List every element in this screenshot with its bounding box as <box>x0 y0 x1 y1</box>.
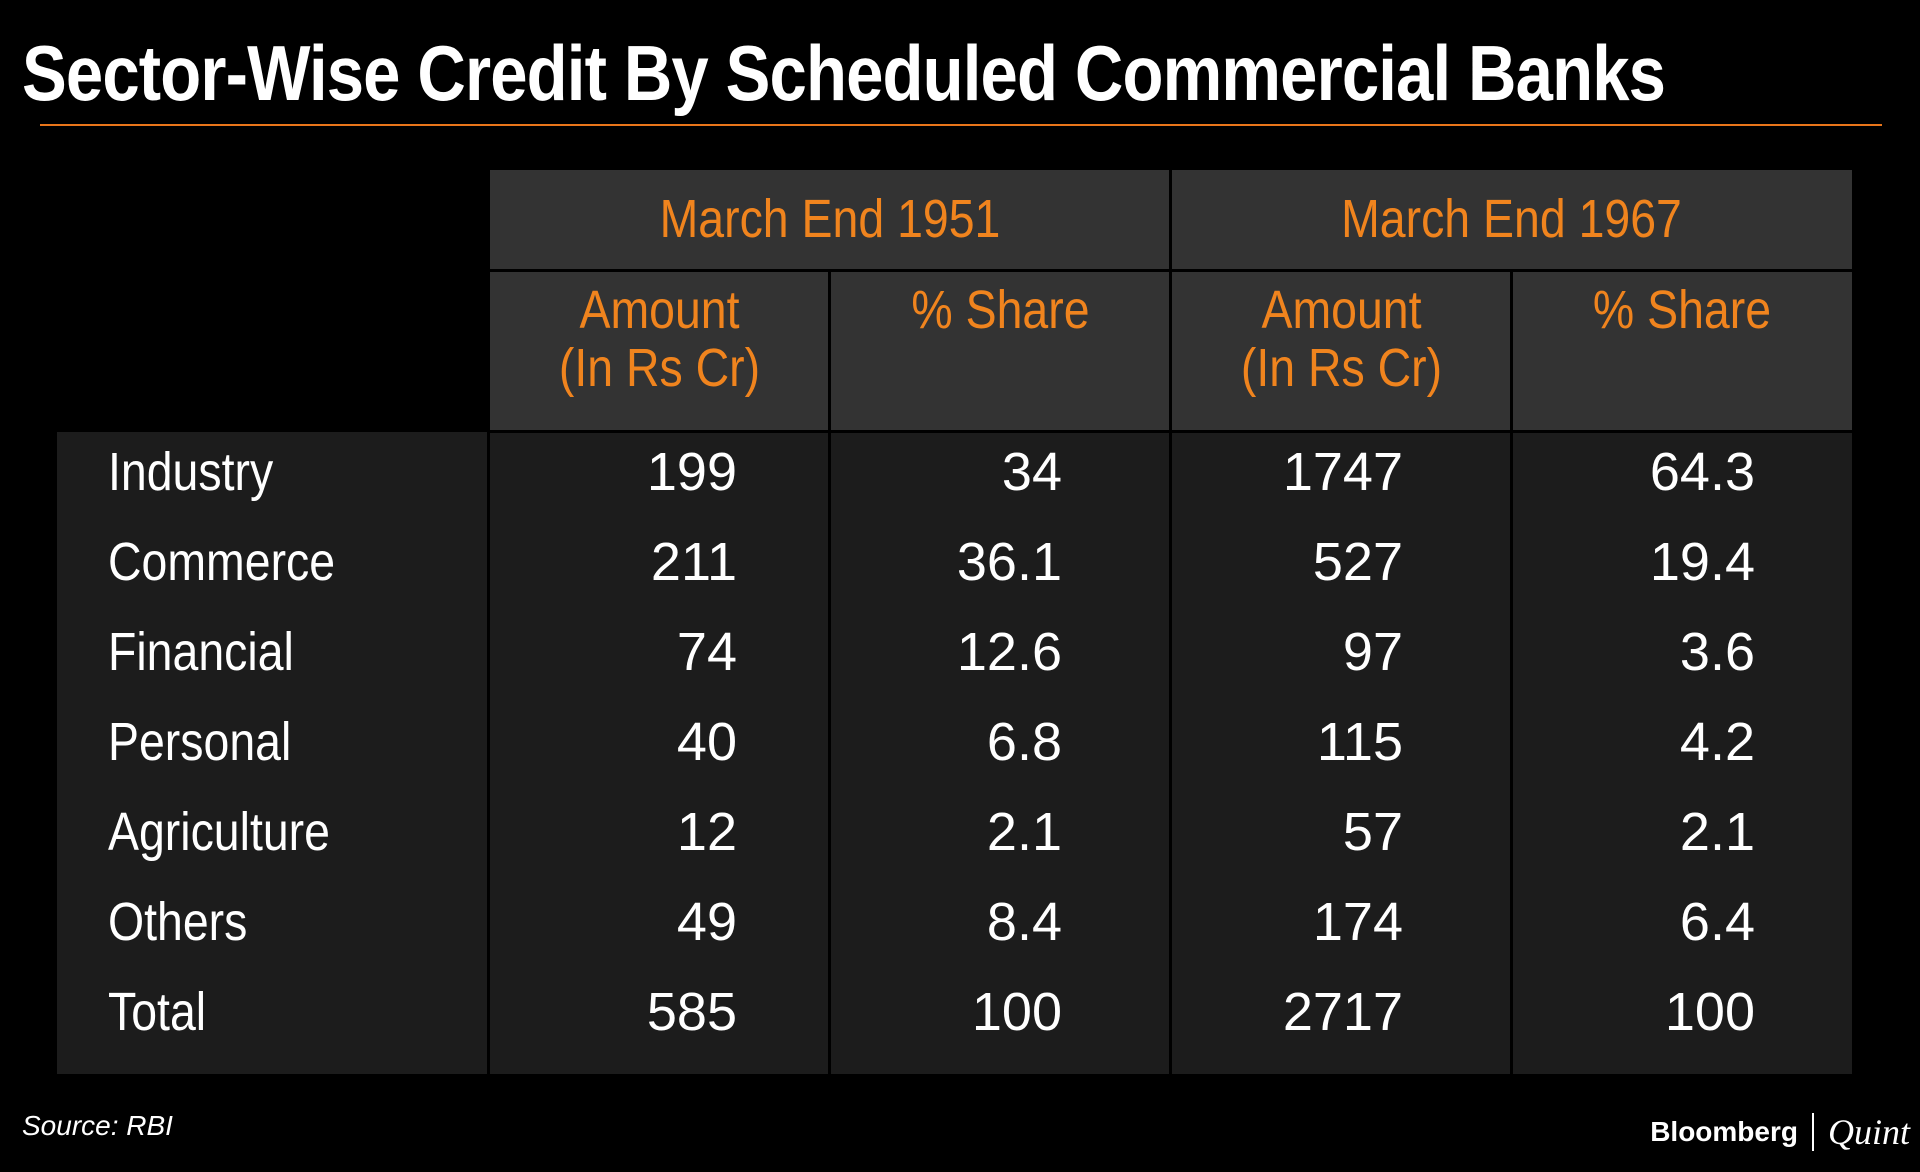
cell-financial-amount-1967: 97 <box>1342 622 1403 682</box>
grid-hline-group <box>489 269 1852 272</box>
grid-vline-sub-1 <box>1510 271 1513 1074</box>
cell-industry-share-1967: 64.3 <box>1649 442 1755 502</box>
cell-total-amount-1967: 2717 <box>1282 982 1403 1042</box>
row-label-industry: Industry <box>108 442 274 502</box>
brand-subname: Quint <box>1827 1112 1910 1152</box>
cell-total-share-1967: 100 <box>1664 982 1755 1042</box>
subheader-share-0: % Share <box>911 280 1090 340</box>
cell-others-amount-1951: 49 <box>676 892 737 952</box>
cell-financial-share-1951: 12.6 <box>956 622 1062 682</box>
cell-total-share-1951: 100 <box>971 982 1062 1042</box>
cell-commerce-share-1967: 19.4 <box>1649 532 1755 592</box>
brand-logo: Bloomberg Quint <box>1650 1110 1910 1154</box>
subheader-amount-1: Amount (In Rs Cr) <box>1240 280 1443 398</box>
cell-personal-share-1967: 4.2 <box>1679 712 1755 772</box>
brand-divider <box>1811 1113 1814 1151</box>
cell-others-share-1951: 8.4 <box>986 892 1062 952</box>
cell-personal-amount-1967: 115 <box>1316 712 1403 772</box>
row-label-commerce: Commerce <box>108 532 336 592</box>
group-header-0: March End 1951 <box>659 189 1001 249</box>
cell-agriculture-amount-1967: 57 <box>1342 802 1403 862</box>
brand-name: Bloomberg <box>1650 1116 1798 1147</box>
cell-agriculture-amount-1951: 12 <box>676 802 737 862</box>
cell-total-amount-1951: 585 <box>646 982 737 1042</box>
cell-financial-share-1967: 3.6 <box>1679 622 1755 682</box>
cell-financial-amount-1951: 74 <box>676 622 737 682</box>
grid-vline-label-sep <box>487 170 490 1074</box>
chart-title: Sector-Wise Credit By Scheduled Commerci… <box>22 29 1666 117</box>
row-label-financial: Financial <box>108 622 294 682</box>
cell-industry-amount-1967: 1747 <box>1282 442 1403 502</box>
title-underline <box>40 124 1882 126</box>
cell-commerce-amount-1967: 527 <box>1312 532 1403 592</box>
cell-personal-amount-1951: 40 <box>676 712 737 772</box>
subheader-amount-0: Amount (In Rs Cr) <box>558 280 761 398</box>
cell-agriculture-share-1967: 2.1 <box>1679 802 1755 862</box>
source-note: Source: RBI <box>22 1110 173 1141</box>
cell-agriculture-share-1951: 2.1 <box>986 802 1062 862</box>
cell-industry-share-1951: 34 <box>1001 442 1062 502</box>
grid-hline-sub <box>489 430 1852 433</box>
grid-vline-sub-0 <box>828 271 831 1074</box>
grid-vline-groups <box>1169 170 1172 1074</box>
row-label-total: Total <box>108 982 207 1042</box>
row-label-others: Others <box>108 892 248 952</box>
row-label-agriculture: Agriculture <box>108 802 330 862</box>
cell-commerce-share-1951: 36.1 <box>956 532 1062 592</box>
row-label-personal: Personal <box>108 712 292 772</box>
cell-others-share-1967: 6.4 <box>1679 892 1755 952</box>
cell-industry-amount-1951: 199 <box>646 442 737 502</box>
cell-commerce-amount-1951: 211 <box>650 532 737 592</box>
group-header-1: March End 1967 <box>1341 189 1682 249</box>
subheader-share-1: % Share <box>1592 280 1772 340</box>
cell-others-amount-1967: 174 <box>1312 892 1403 952</box>
cell-personal-share-1951: 6.8 <box>986 712 1062 772</box>
table-body-bg <box>57 432 1852 1074</box>
